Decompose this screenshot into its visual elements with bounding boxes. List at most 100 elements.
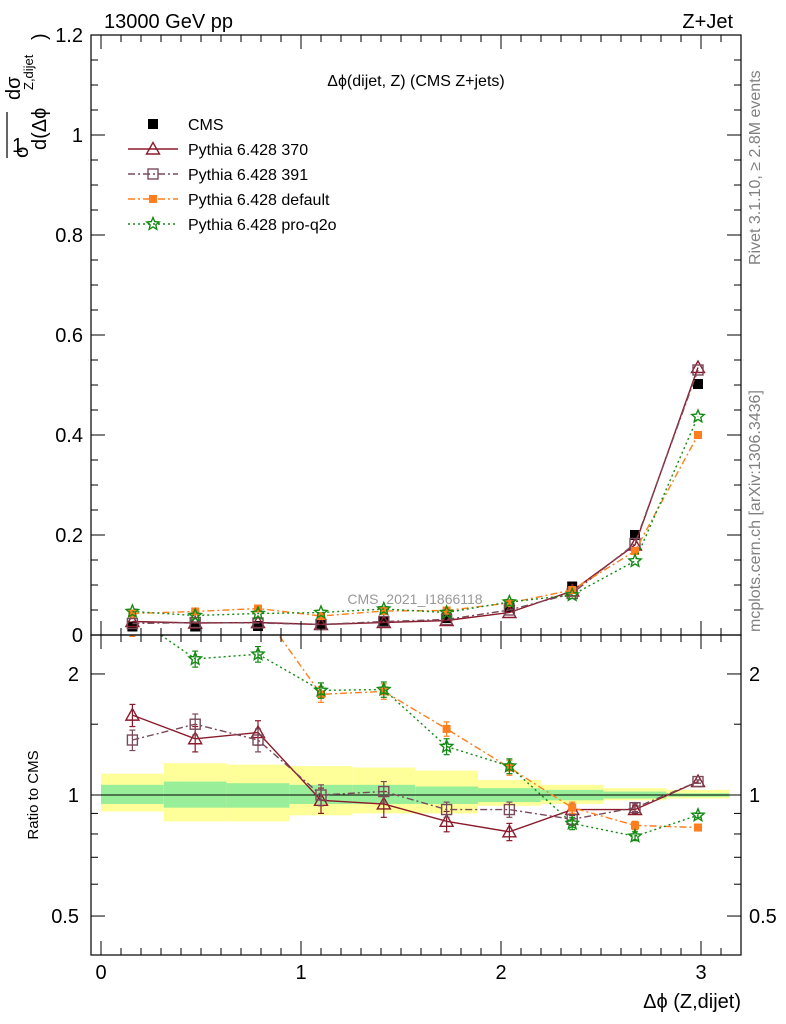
ratio-point-p391 <box>189 718 201 730</box>
ratio-series-group <box>124 635 706 843</box>
legend-entry-default: Pythia 6.428 default <box>128 192 330 209</box>
series-line-p391 <box>132 369 699 626</box>
ratio-y-tick-label: 0.5 <box>51 906 79 928</box>
ratio-point-p370 <box>376 796 392 810</box>
ratio-point-p391 <box>315 789 327 801</box>
series-p391 <box>126 364 704 631</box>
legend: CMS Pythia 6.428 370 Pythia 6.428 391 Pythi… <box>128 117 337 234</box>
ratio-series-proq2o <box>159 635 706 843</box>
data-point-cms <box>630 530 640 540</box>
ratio-y-tick-label: 1 <box>68 785 79 807</box>
data-point-default <box>442 606 451 615</box>
x-axis-label: Δϕ (Z,dijet) <box>643 991 741 1013</box>
data-point-p370 <box>501 604 518 619</box>
ratio-point-p370 <box>124 707 141 721</box>
x-tick-label: 2 <box>495 962 506 984</box>
data-point-proq2o <box>250 605 266 621</box>
data-point-proq2o <box>375 600 392 616</box>
top-y-tick-label: 0.4 <box>55 425 83 447</box>
data-point-p370 <box>376 614 392 629</box>
legend-entry-cms: CMS <box>148 117 224 134</box>
top-panel: Δϕ(dijet, Z) (CMS Z+jets) 1 σ dσ d(Δϕ Z,… <box>3 33 505 158</box>
data-point-p391 <box>378 615 390 628</box>
top-y-tick-label: 0.2 <box>55 525 83 547</box>
legend-label-default: Pythia 6.428 default <box>188 192 330 209</box>
side-label-rivet: Rivet 3.1.10, ≥ 2.8M events <box>747 70 764 265</box>
ratio-point-proq2o <box>375 681 392 697</box>
data-point-proq2o <box>124 603 141 619</box>
ylabel-close-paren: ) <box>29 33 51 40</box>
legend-marker-default <box>149 195 157 203</box>
legend-label-p370: Pythia 6.428 370 <box>188 142 308 159</box>
series-proq2o <box>124 408 706 623</box>
ratio-line-p391 <box>132 723 699 821</box>
top-plot-title: Δϕ(dijet, Z) (CMS Z+jets) <box>327 73 504 90</box>
top-y-axis-label: 1 σ dσ d(Δϕ Z,dijet ) <box>3 33 51 158</box>
series-p370 <box>124 359 706 631</box>
top-y-tick-label: 1 <box>72 125 83 147</box>
ratio-point-proq2o <box>501 757 518 773</box>
ratio-point-p391 <box>629 801 641 814</box>
ylabel-dsigma: dσ <box>3 76 25 100</box>
legend-label-proq2o: Pythia 6.428 pro-q2o <box>188 217 337 234</box>
ratio-point-default <box>568 803 577 812</box>
header-left: 13000 GeV pp <box>104 11 233 33</box>
ratio-point-default <box>631 821 639 830</box>
ratio-point-p391 <box>126 734 139 746</box>
ratio-point-proq2o <box>313 682 329 698</box>
ratio-point-proq2o <box>690 806 706 823</box>
ylabel-one: 1 <box>12 135 23 157</box>
ratio-line-p370 <box>132 714 699 833</box>
ylabel-superscript: Z,dijet <box>21 54 36 90</box>
ratio-point-proq2o <box>564 815 581 831</box>
data-point-default <box>631 547 639 555</box>
ratio-point-proq2o <box>627 827 643 843</box>
data-point-default <box>379 607 388 615</box>
data-point-default <box>191 607 200 616</box>
ratio-point-proq2o <box>250 645 266 661</box>
data-point-p391 <box>692 364 704 376</box>
data-point-proq2o <box>501 593 518 609</box>
data-point-p391 <box>252 617 264 629</box>
data-point-default <box>694 431 702 439</box>
data-point-cms <box>253 621 263 631</box>
side-label-mcplots: mcplots.cern.ch [arXiv:1306.3436] <box>747 390 764 632</box>
data-point-p370 <box>124 613 141 628</box>
ratio-point-default <box>442 724 451 733</box>
ratio-point-default <box>694 823 702 832</box>
ratio-series-p391 <box>126 713 704 827</box>
ratio-y-tick-label: 2 <box>68 664 79 686</box>
x-tick-label: 0 <box>95 962 106 984</box>
ratio-point-proq2o <box>187 650 204 666</box>
ratio-point-p370 <box>438 813 455 828</box>
data-point-cms <box>190 621 201 632</box>
data-point-proq2o <box>313 604 329 620</box>
ylabel-sigma: σ <box>11 145 33 158</box>
legend-entry-proq2o: Pythia 6.428 pro-q2o <box>128 215 337 234</box>
legend-marker-cms <box>148 119 158 129</box>
data-point-proq2o <box>627 552 643 568</box>
ratio-point-p391 <box>692 775 704 788</box>
ratio-y-tick-label-right: 2 <box>749 664 760 686</box>
x-tick-label: 3 <box>695 962 706 984</box>
ratio-point-p391 <box>252 734 264 746</box>
data-point-cms <box>693 379 703 389</box>
ylabel-d-delta-phi: d(Δϕ <box>29 108 51 150</box>
top-y-tick-label: 0 <box>72 625 83 647</box>
data-point-p391 <box>126 617 139 630</box>
ratio-point-p370 <box>501 823 518 838</box>
header-right: Z+Jet <box>682 11 733 33</box>
data-point-cms <box>441 613 452 623</box>
ratio-panel: Ratio to CMS Δϕ (Z,dijet) <box>25 750 741 1013</box>
top-y-tick-label: 1.2 <box>55 25 83 47</box>
ratio-y-axis-label: Ratio to CMS <box>25 750 42 839</box>
ratio-point-p391 <box>378 785 390 798</box>
analysis-watermark: CMS_2021_I1866118 <box>347 591 482 607</box>
data-point-proq2o <box>438 604 455 620</box>
data-point-default <box>128 609 137 618</box>
ratio-line-default <box>277 635 699 829</box>
ratio-y-tick-label-right: 0.5 <box>749 906 777 928</box>
data-point-proq2o <box>187 607 204 623</box>
series-line-default <box>132 434 699 617</box>
